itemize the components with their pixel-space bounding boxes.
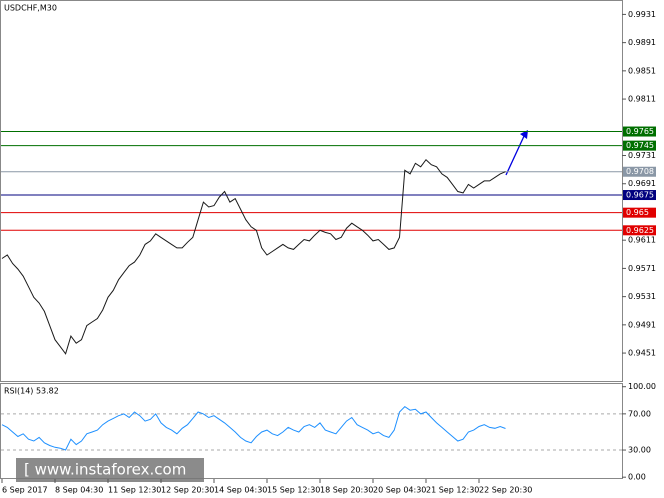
forecast-arrow	[505, 133, 526, 176]
x-tick-label: 18 Sep 20:30	[320, 486, 373, 495]
x-tick-label: 11 Sep 12:30	[108, 486, 161, 495]
level-label: 0.9625	[626, 226, 654, 235]
chart-title: USDCHF,M30	[4, 4, 57, 13]
level-box	[623, 126, 656, 137]
series-line	[1, 405, 506, 451]
watermark-box	[16, 458, 204, 482]
watermark: [ www.instaforex.com	[24, 461, 186, 479]
level-box	[623, 225, 656, 236]
rsi-title: RSI(14) 53.82	[4, 387, 59, 396]
level-label: 0.9745	[626, 141, 654, 150]
y-tick-label: 30.00	[628, 446, 651, 455]
y-tick-label: 0.9851	[628, 66, 656, 75]
x-tick-label: 12 Sep 20:30	[161, 486, 214, 495]
y-tick-label: 0.9571	[628, 264, 656, 273]
y-tick-label: 0.9691	[628, 179, 656, 188]
y-tick-label: 0.9451	[628, 349, 656, 358]
price-panel	[0, 0, 623, 382]
x-tick-label: 22 Sep 20:30	[479, 486, 532, 495]
x-tick-label: 15 Sep 12:30	[267, 486, 320, 495]
y-tick-label: 0.9931	[628, 10, 656, 19]
y-tick-label: 0.9491	[628, 320, 656, 329]
x-tick-label: 20 Sep 04:30	[373, 486, 426, 495]
y-tick-label: 0.9611	[628, 236, 656, 245]
x-tick-label: 14 Sep 04:30	[214, 486, 267, 495]
y-tick-label: 0.9891	[628, 38, 656, 47]
level-label: 0.9708	[626, 167, 654, 176]
level-label: 0.965	[626, 208, 649, 217]
x-tick-label: 21 Sep 12:30	[426, 486, 479, 495]
y-tick-label: 0.9531	[628, 292, 656, 301]
level-label: 0.9675	[626, 191, 654, 200]
level-box	[623, 166, 656, 177]
y-tick-label: 0.9731	[628, 151, 656, 160]
y-tick-label: 0.9811	[628, 95, 656, 104]
level-box	[623, 140, 656, 151]
level-box	[623, 190, 656, 201]
y-tick-label: 70.00	[628, 409, 651, 418]
forecast-arrow-head	[520, 130, 528, 139]
series-line	[1, 158, 506, 355]
y-tick-label: 100.00	[628, 382, 656, 391]
x-tick-label: 8 Sep 04:30	[55, 486, 103, 495]
level-label: 0.9765	[626, 127, 654, 136]
level-box	[623, 207, 656, 218]
x-tick-label: 6 Sep 2017	[2, 486, 48, 495]
y-tick-label: 0.00	[628, 473, 646, 482]
